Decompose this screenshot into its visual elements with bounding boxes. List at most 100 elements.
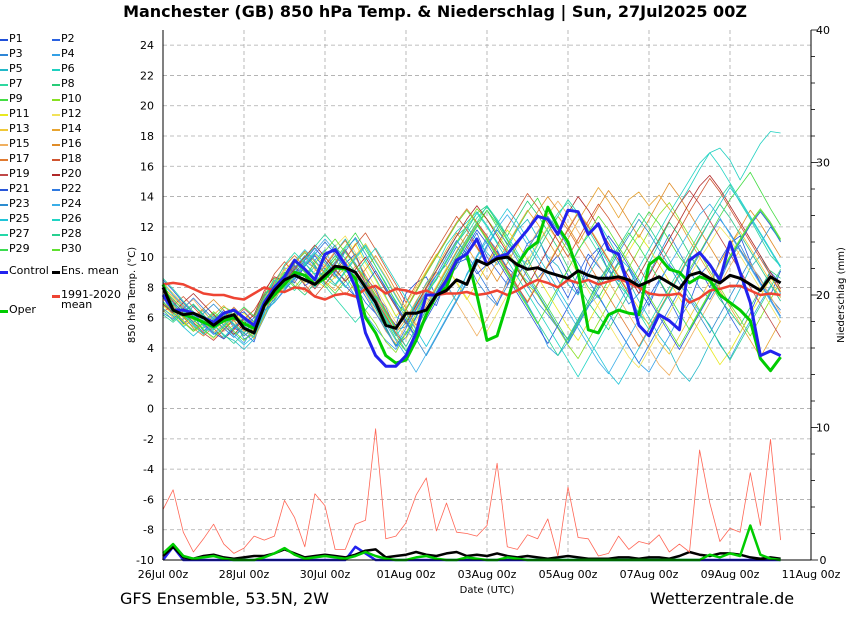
legend-swatch bbox=[0, 189, 8, 191]
y-tick-label: 14 bbox=[140, 191, 154, 204]
x-tick-label: 28Jul 00z bbox=[219, 568, 270, 581]
right-tick-label: 0 bbox=[820, 554, 827, 567]
x-tick-label: 26Jul 00z bbox=[138, 568, 189, 581]
legend-swatch bbox=[52, 219, 60, 221]
legend-swatch bbox=[52, 234, 60, 236]
y-tick-label: 0 bbox=[147, 403, 154, 416]
legend-label: P18 bbox=[61, 152, 82, 165]
footer-model: GFS Ensemble, 53.5N, 2W bbox=[120, 589, 329, 608]
y-axis-label: 850 hPa Temp. (°C) bbox=[127, 247, 138, 343]
series-p14 bbox=[162, 187, 781, 358]
legend-label: P13 bbox=[9, 122, 30, 135]
y-tick-label: 10 bbox=[140, 251, 154, 264]
legend-label: P24 bbox=[61, 197, 82, 210]
y-tick-label: 4 bbox=[147, 342, 154, 355]
right-tick-label: 10 bbox=[816, 422, 830, 435]
legend-label: P2 bbox=[61, 32, 75, 45]
x-tick-label: 30Jul 00z bbox=[300, 568, 351, 581]
legend-label: P23 bbox=[9, 197, 30, 210]
legend-label: P10 bbox=[61, 92, 82, 105]
legend-label: P3 bbox=[9, 47, 23, 60]
legend-label: P26 bbox=[61, 212, 82, 225]
legend-label: P1 bbox=[9, 32, 23, 45]
legend-label: P16 bbox=[61, 137, 82, 150]
legend-swatch bbox=[52, 39, 60, 41]
series-ens-mean bbox=[161, 255, 782, 335]
legend-label: Control bbox=[9, 264, 49, 277]
legend-swatch bbox=[0, 69, 8, 71]
legend-label: P4 bbox=[61, 47, 75, 60]
main-series bbox=[161, 205, 782, 373]
series-p29 bbox=[162, 209, 781, 341]
y-tick-label: 8 bbox=[147, 281, 154, 294]
legend-label: P6 bbox=[61, 62, 75, 75]
y-tick-label: 16 bbox=[140, 160, 154, 173]
y-tick-label: 22 bbox=[140, 69, 154, 82]
legend-swatch bbox=[0, 310, 8, 313]
y-tick-label: -2 bbox=[143, 433, 154, 446]
right-tick-label: 30 bbox=[816, 157, 830, 170]
legend-swatch bbox=[52, 84, 60, 86]
legend-label: P25 bbox=[9, 212, 30, 225]
right-tick-labels: 40 30 20 10 0 bbox=[816, 24, 830, 567]
legend-swatch bbox=[0, 204, 8, 206]
axes bbox=[162, 29, 818, 561]
legend-label: P15 bbox=[9, 137, 30, 150]
chart-title: Manchester (GB) 850 hPa Temp. & Niedersc… bbox=[123, 2, 747, 22]
legend-label: P27 bbox=[9, 227, 30, 240]
x-tick-label: 03Aug 00z bbox=[458, 568, 517, 581]
legend-swatch bbox=[52, 189, 60, 191]
precipitation-traces bbox=[162, 428, 781, 562]
legend-swatch bbox=[52, 174, 60, 176]
y-tick-label: 6 bbox=[147, 312, 154, 325]
legend-label: P29 bbox=[9, 242, 30, 255]
y-tick-label: 24 bbox=[140, 39, 154, 52]
legend-label: Oper bbox=[9, 303, 36, 316]
legend-swatch bbox=[0, 54, 8, 56]
ensemble-members bbox=[162, 131, 781, 385]
legend-swatch bbox=[0, 234, 8, 236]
legend-label: P28 bbox=[61, 227, 82, 240]
legend-label: P12 bbox=[61, 107, 82, 120]
right-tick-label: 20 bbox=[816, 289, 830, 302]
x-tick-label: 09Aug 00z bbox=[701, 568, 760, 581]
legend-label: P14 bbox=[61, 122, 82, 135]
footer-source: Wetterzentrale.de bbox=[650, 589, 795, 608]
legend-label: P22 bbox=[61, 182, 82, 195]
legend-label: Ens. mean bbox=[61, 264, 119, 277]
legend-swatch bbox=[0, 249, 8, 251]
legend-swatch bbox=[0, 84, 8, 86]
legend-label: P5 bbox=[9, 62, 23, 75]
legend-label: P21 bbox=[9, 182, 30, 195]
series-p26 bbox=[162, 152, 781, 378]
y-tick-label: 2 bbox=[147, 372, 154, 385]
legend-swatch bbox=[52, 295, 60, 298]
legend-label: P8 bbox=[61, 77, 75, 90]
x-axis-label: Date (UTC) bbox=[460, 585, 515, 596]
legend-swatch bbox=[0, 219, 8, 221]
x-tick-labels: 26Jul 00z 28Jul 00z 30Jul 00z 01Aug 00z 03Au… bbox=[138, 568, 841, 581]
legend-label: P17 bbox=[9, 152, 30, 165]
x-tick-label: 11Aug 00z bbox=[782, 568, 841, 581]
series-control bbox=[161, 208, 782, 368]
legend-swatch bbox=[52, 144, 60, 146]
legend-swatch bbox=[0, 39, 8, 41]
y-tick-label: 12 bbox=[140, 221, 154, 234]
legend-label: P11 bbox=[9, 107, 30, 120]
legend-label: P7 bbox=[9, 77, 23, 90]
legend-swatch bbox=[52, 114, 60, 116]
legend-label: 1991-2020 mean bbox=[61, 288, 121, 311]
legend-swatch bbox=[0, 174, 8, 176]
legend-swatch bbox=[0, 271, 8, 274]
right-tick-label: 40 bbox=[816, 24, 830, 37]
series-p12 bbox=[162, 226, 781, 369]
legend-label: P19 bbox=[9, 167, 30, 180]
legend-swatch bbox=[52, 69, 60, 71]
x-tick-label: 05Aug 00z bbox=[539, 568, 598, 581]
legend-label: P9 bbox=[9, 92, 23, 105]
legend-swatch bbox=[52, 54, 60, 56]
x-tick-label: 01Aug 00z bbox=[377, 568, 436, 581]
legend-swatch bbox=[52, 271, 60, 274]
legend-swatch bbox=[0, 144, 8, 146]
